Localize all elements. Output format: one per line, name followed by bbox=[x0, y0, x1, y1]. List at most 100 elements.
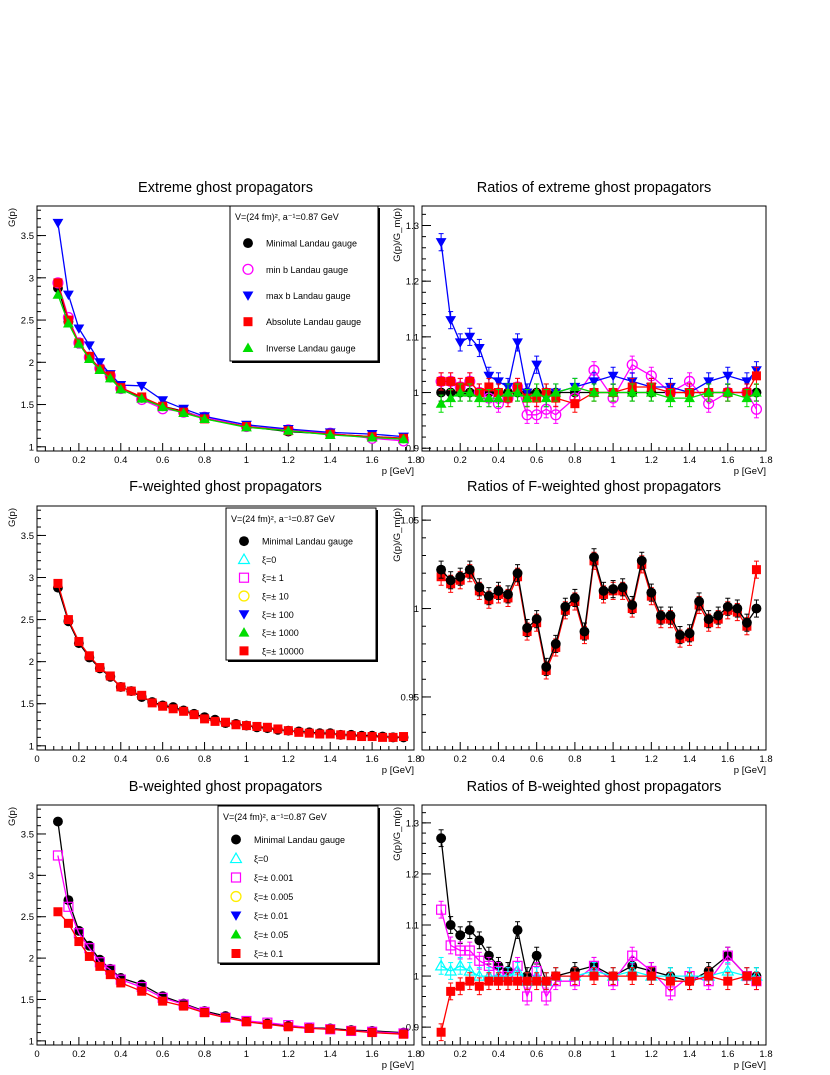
y-tick-label: 2.5 bbox=[21, 316, 34, 327]
chart-p6: Ratios of B-weighted ghost propagators 0 0… bbox=[392, 779, 773, 1071]
x-tick-label: 1.4 bbox=[324, 1049, 337, 1060]
x-axis-label: p [GeV] bbox=[382, 765, 414, 776]
y-tick-label: 1.1 bbox=[406, 332, 419, 343]
y-tick-label: 1.5 bbox=[21, 995, 34, 1006]
data-point bbox=[53, 578, 63, 588]
data-point bbox=[684, 628, 695, 639]
x-tick-label: 1.4 bbox=[683, 455, 696, 466]
data-point bbox=[241, 421, 252, 432]
data-point bbox=[157, 396, 169, 406]
legend-marker bbox=[230, 929, 242, 939]
data-point bbox=[325, 729, 335, 739]
data-point bbox=[665, 610, 676, 621]
data-point bbox=[465, 376, 475, 386]
x-tick-label: 1.8 bbox=[759, 1049, 772, 1060]
legend-marker bbox=[239, 646, 249, 656]
data-point bbox=[455, 930, 466, 941]
data-point bbox=[137, 690, 147, 700]
data-point bbox=[474, 582, 485, 593]
series-1 bbox=[436, 548, 762, 676]
data-point bbox=[684, 392, 695, 403]
series-line bbox=[57, 583, 404, 739]
data-point bbox=[464, 332, 476, 343]
x-tick-label: 0.8 bbox=[198, 754, 211, 765]
data-point bbox=[367, 1028, 377, 1038]
legend: V=(24 fm)², a⁻¹=0.87 GeV Minimal Landau g… bbox=[229, 205, 380, 363]
x-tick-label: 0.4 bbox=[114, 1049, 127, 1060]
data-point bbox=[52, 289, 64, 299]
data-point bbox=[346, 731, 356, 741]
data-point bbox=[741, 392, 753, 403]
legend-marker bbox=[243, 238, 253, 249]
legend-marker bbox=[239, 536, 249, 547]
chart-p5: B-weighted ghost propagators 0 0.2 0.4 0.6 0.… bbox=[7, 779, 421, 1071]
legend-box bbox=[225, 507, 377, 661]
data-point bbox=[722, 387, 734, 397]
data-point bbox=[722, 601, 733, 612]
data-point bbox=[262, 1019, 272, 1029]
data-point bbox=[474, 981, 484, 991]
data-point bbox=[607, 371, 619, 382]
data-point bbox=[531, 409, 543, 421]
y-tick-label: 1 bbox=[414, 604, 419, 615]
data-point bbox=[531, 360, 543, 371]
y-axis-label: G(p)/G_m(p) bbox=[392, 807, 403, 861]
y-tick-label: 1.1 bbox=[406, 921, 419, 932]
data-point bbox=[675, 630, 685, 641]
data-point bbox=[474, 955, 485, 966]
x-tick-label: 1 bbox=[610, 1049, 615, 1060]
data-point bbox=[282, 425, 294, 435]
legend-entry: max b Landau gauge bbox=[266, 291, 351, 301]
legend-marker bbox=[238, 572, 250, 583]
legend-marker bbox=[230, 890, 242, 903]
y-axis-label: G(p)/G_m(p) bbox=[392, 208, 403, 262]
x-tick-label: 0.2 bbox=[454, 754, 467, 765]
data-point bbox=[464, 387, 476, 397]
data-point bbox=[751, 603, 762, 614]
data-point bbox=[655, 610, 666, 621]
x-tick-label: 1.8 bbox=[407, 754, 420, 765]
legend-entry: Minimal Landau gauge bbox=[262, 537, 353, 547]
x-tick-label: 0 bbox=[34, 1049, 39, 1060]
data-point bbox=[52, 850, 64, 861]
data-point bbox=[483, 591, 494, 602]
data-point bbox=[512, 568, 523, 579]
x-tick-label: 1.6 bbox=[366, 455, 379, 466]
x-tick-label: 0.6 bbox=[530, 1049, 543, 1060]
legend-entry: ξ=± 100 bbox=[262, 610, 294, 620]
legend: V=(24 fm)², a⁻¹=0.87 GeV Minimal Landau g… bbox=[225, 507, 378, 662]
data-point bbox=[304, 728, 314, 738]
data-point bbox=[315, 729, 325, 739]
data-point bbox=[294, 727, 304, 737]
data-point bbox=[589, 552, 599, 563]
y-tick-label: 1.5 bbox=[21, 400, 34, 411]
data-point bbox=[200, 1008, 210, 1018]
y-tick-label: 2 bbox=[29, 954, 34, 965]
data-point bbox=[436, 904, 447, 915]
data-point bbox=[221, 717, 230, 727]
x-tick-label: 0.2 bbox=[72, 1049, 85, 1060]
series-4 bbox=[435, 377, 762, 413]
data-point bbox=[241, 1017, 251, 1027]
data-point bbox=[532, 976, 542, 986]
y-tick-label: 1 bbox=[29, 741, 34, 752]
data-point bbox=[550, 387, 562, 397]
data-point bbox=[455, 571, 466, 582]
data-point bbox=[503, 589, 513, 600]
legend-entry: ξ=± 1000 bbox=[262, 628, 299, 638]
data-point bbox=[741, 617, 752, 628]
data-point bbox=[483, 950, 494, 961]
y-tick-label: 1.5 bbox=[21, 699, 34, 710]
series-3 bbox=[436, 967, 761, 1042]
data-point bbox=[105, 671, 115, 681]
data-point bbox=[304, 1023, 314, 1033]
chart-p2: Ratios of extreme ghost propagators 0 0.2 0… bbox=[392, 180, 773, 477]
x-tick-label: 1.8 bbox=[407, 455, 420, 466]
legend-entry: ξ=± 1 bbox=[262, 573, 284, 583]
legend-marker bbox=[238, 590, 250, 602]
data-point bbox=[95, 663, 105, 673]
legend-marker bbox=[243, 317, 253, 327]
data-point bbox=[445, 316, 457, 326]
y-axis-label: G(p) bbox=[7, 508, 18, 527]
data-point bbox=[94, 364, 106, 374]
